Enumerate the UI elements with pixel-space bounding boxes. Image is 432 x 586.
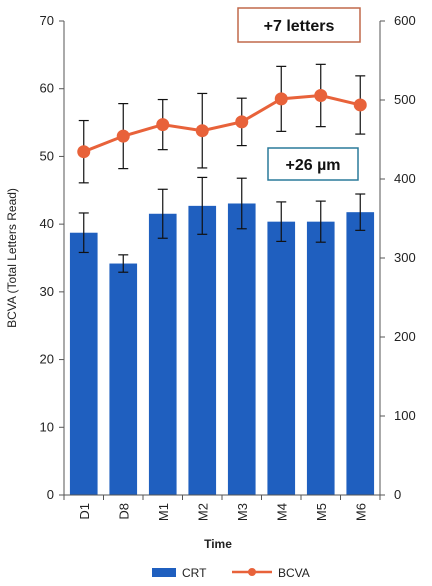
x-axis-title: Time bbox=[204, 537, 232, 551]
x-tick-label: M1 bbox=[156, 503, 171, 521]
callout-box-letters bbox=[237, 7, 361, 43]
crt-bar bbox=[109, 263, 138, 495]
x-tick-label: M6 bbox=[353, 503, 368, 521]
callout-box-microns bbox=[267, 147, 359, 181]
line-layer bbox=[77, 63, 367, 184]
crt-bar bbox=[69, 232, 98, 495]
x-tick-label: M4 bbox=[274, 503, 289, 521]
bcva-point bbox=[274, 92, 288, 106]
left-tick-label: 0 bbox=[47, 487, 54, 502]
legend-crt-label: CRT bbox=[182, 566, 207, 580]
left-tick-label: 10 bbox=[40, 419, 54, 434]
right-tick-label: 300 bbox=[394, 250, 416, 265]
legend-bcva-marker bbox=[248, 568, 256, 576]
crt-bar bbox=[148, 213, 177, 495]
crt-bar bbox=[227, 203, 256, 496]
right-axis-ticks: 0 100 200 300 400 500 600 bbox=[380, 13, 416, 502]
left-axis-title: BCVA (Total Letters Read) bbox=[5, 188, 19, 328]
left-tick-label: 20 bbox=[40, 352, 54, 367]
right-tick-label: 400 bbox=[394, 171, 416, 186]
callout-letters: +7 letters bbox=[264, 18, 335, 35]
bcva-point bbox=[116, 129, 130, 143]
bars-layer bbox=[69, 203, 375, 496]
right-tick-label: 200 bbox=[394, 329, 416, 344]
x-tick-label: M2 bbox=[195, 503, 210, 521]
bar-error-layer bbox=[78, 176, 366, 273]
left-tick-label: 70 bbox=[40, 13, 54, 28]
x-tick-label: D1 bbox=[77, 503, 92, 520]
right-tick-label: 100 bbox=[394, 408, 416, 423]
right-tick-label: 500 bbox=[394, 92, 416, 107]
legend-bcva-label: BCVA bbox=[278, 566, 310, 580]
callout-microns: +26 µm bbox=[285, 157, 340, 174]
crt-bar bbox=[306, 221, 335, 495]
bcva-point bbox=[235, 115, 249, 129]
bcva-point bbox=[156, 118, 170, 132]
right-tick-label: 600 bbox=[394, 13, 416, 28]
bcva-point bbox=[353, 98, 367, 112]
left-tick-label: 60 bbox=[40, 81, 54, 96]
x-tick-label: M5 bbox=[314, 503, 329, 521]
x-axis-ticks: D1 D8 M1 M2 M3 M4 M5 M6 bbox=[63, 495, 381, 521]
bcva-point bbox=[195, 124, 209, 138]
crt-bar bbox=[346, 212, 375, 495]
left-axis-ticks: 0 10 20 30 40 50 60 70 bbox=[40, 13, 64, 502]
legend: CRT BCVA bbox=[152, 566, 310, 580]
x-tick-label: M3 bbox=[235, 503, 250, 521]
bcva-point bbox=[314, 88, 328, 102]
right-tick-label: 0 bbox=[394, 487, 401, 502]
x-tick-label: D8 bbox=[116, 503, 131, 520]
crt-bar bbox=[267, 221, 296, 495]
bcva-line bbox=[83, 93, 361, 154]
crt-bar bbox=[188, 205, 217, 496]
left-tick-label: 40 bbox=[40, 216, 54, 231]
bcva-point bbox=[77, 145, 91, 159]
left-tick-label: 50 bbox=[40, 148, 54, 163]
legend-crt-swatch bbox=[152, 568, 176, 577]
left-tick-label: 30 bbox=[40, 284, 54, 299]
